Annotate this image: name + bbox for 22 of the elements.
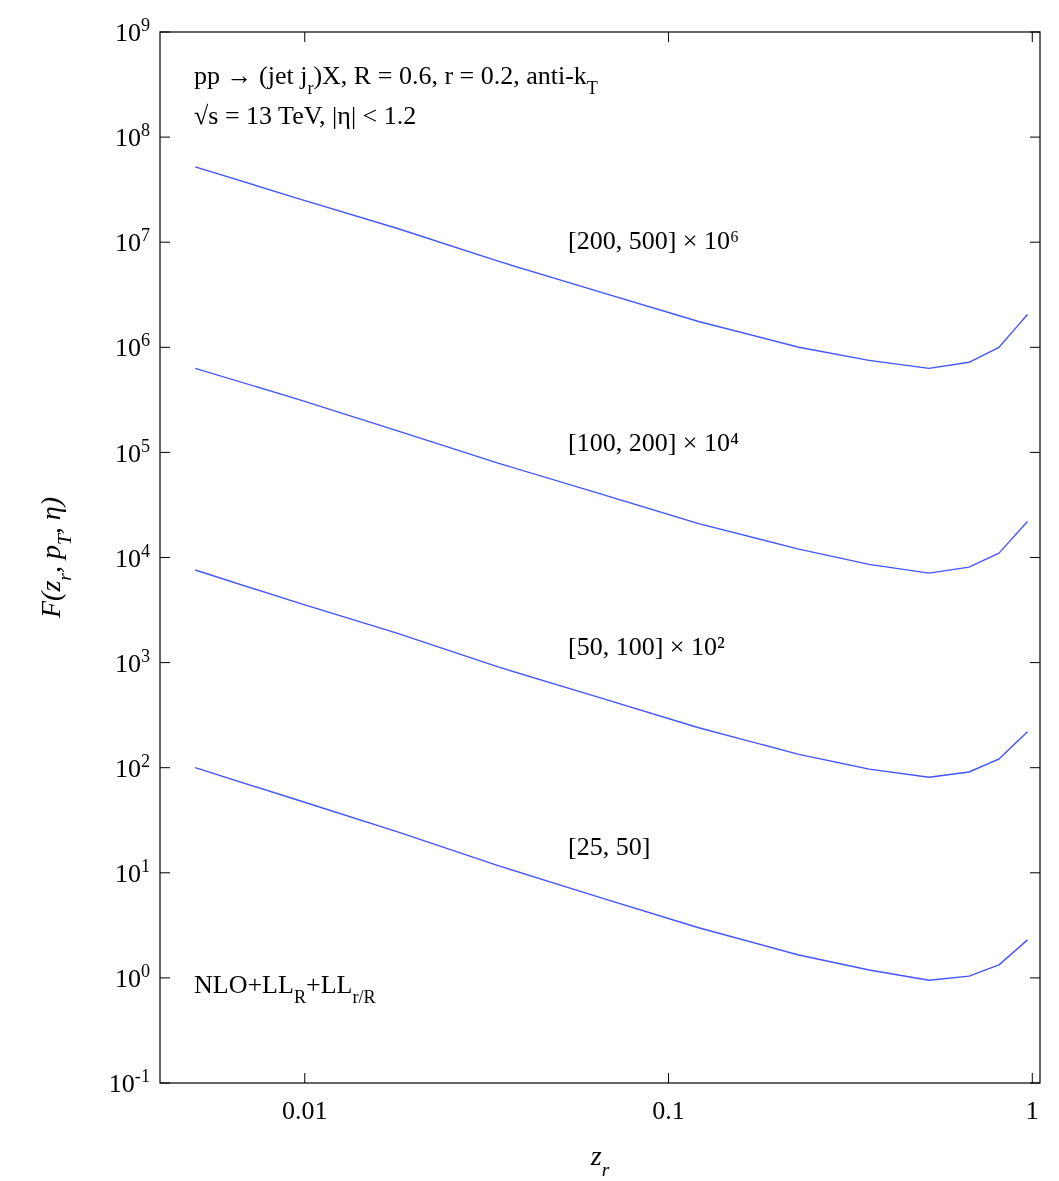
y-tick-label: 10$^{-1}$ (108, 1066, 150, 1099)
y-tick-label: 10$^{1}$ (114, 855, 150, 888)
series-label: [100, 200] × 10⁴ (568, 428, 740, 458)
y-tick-label: 10$^{3}$ (114, 645, 150, 678)
y-tick-label: 10$^{6}$ (114, 330, 150, 363)
x-axis-title: z$_{r}$ (589, 1140, 610, 1180)
y-tick-label: 10$^{8}$ (114, 120, 150, 153)
annotation: pp → (jet j$_{r}$)X, R = 0.6, r = 0.2, anti-k$_{T}$ (194, 61, 598, 98)
y-tick-label: 10$^{7}$ (114, 225, 150, 258)
y-tick-label: 10$^{0}$ (114, 961, 150, 993)
y-tick-label: 10$^{5}$ (114, 435, 150, 468)
x-tick-label: 1 (1025, 1096, 1039, 1125)
x-tick-label: 0.01 (282, 1096, 328, 1125)
y-tick-label: 10$^{4}$ (114, 540, 150, 573)
series-label: [25, 50] (568, 831, 651, 861)
y-tick-label: 10$^{2}$ (114, 750, 150, 783)
series-label: [200, 500] × 10⁶ (568, 226, 740, 256)
y-tick-label: 10$^{9}$ (114, 15, 150, 48)
x-tick-label: 0.1 (652, 1096, 685, 1125)
annotation: √s = 13 TeV, |η| < 1.2 (194, 101, 417, 130)
annotation: NLO+LL$_{R}$+LL$_{r/R}$ (194, 970, 377, 1007)
series-label: [50, 100] × 10² (568, 632, 725, 662)
